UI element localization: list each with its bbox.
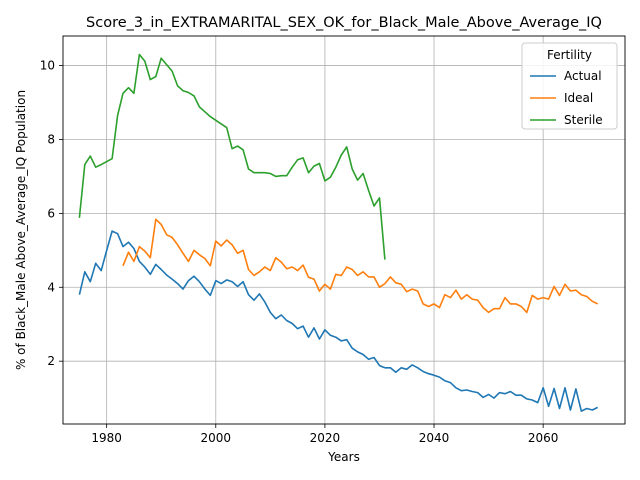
legend-title: Fertility: [547, 48, 592, 62]
x-tick-label: 2000: [201, 431, 232, 445]
legend-box: [521, 42, 618, 130]
legend-label-ideal: Ideal: [564, 91, 593, 105]
x-axis-label: Years: [327, 450, 360, 464]
legend: Fertility Actual Ideal Sterile: [521, 42, 618, 130]
y-tick-label: 2: [47, 354, 55, 368]
y-tick-label: 8: [47, 132, 55, 146]
plot-frame: [62, 35, 626, 425]
legend-label-sterile: Sterile: [564, 113, 603, 127]
chart-title: Score_3_in_EXTRAMARITAL_SEX_OK_for_Black…: [86, 15, 602, 31]
x-tick-label: 2040: [419, 431, 450, 445]
plot-lines: [78, 53, 599, 412]
series-line-sterile: [78, 53, 386, 260]
x-tick-label: 1980: [91, 431, 122, 445]
y-axis-label: % of Black_Male Above_Average_IQ Populat…: [14, 90, 28, 370]
series-line-ideal: [122, 218, 599, 314]
x-tick-label: 2020: [310, 431, 341, 445]
y-tick-label: 6: [47, 206, 55, 220]
axis-ticks: 1980 2000 2020 2040 2060 2 4 6 8 10: [40, 59, 559, 445]
legend-label-actual: Actual: [564, 69, 602, 83]
series-line-actual: [78, 230, 599, 412]
x-tick-label: 2060: [528, 431, 559, 445]
y-tick-label: 10: [40, 59, 55, 73]
y-tick-label: 4: [47, 280, 55, 294]
